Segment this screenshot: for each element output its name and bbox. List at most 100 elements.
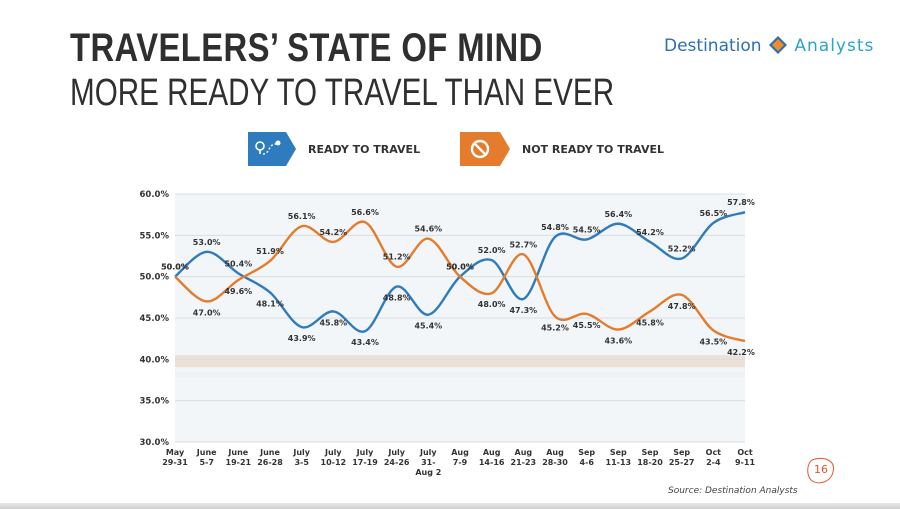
ready-data-label: 50.4%	[224, 259, 252, 268]
slide-bottom-edge	[0, 503, 900, 509]
brand-name-part2: Analysts	[794, 36, 875, 56]
legend-ready-label: READY TO TRAVEL	[308, 142, 421, 156]
decorative-band	[175, 355, 745, 368]
x-tick-label: Oct	[706, 448, 722, 457]
not-ready-data-label: 43.6%	[604, 337, 632, 346]
ready-data-label: 56.4%	[604, 210, 632, 219]
not-ready-data-label: 47.8%	[668, 302, 696, 311]
x-tick-label: 18-20	[637, 458, 663, 467]
x-tick-label: 7-9	[453, 458, 468, 467]
ready-data-label: 53.0%	[193, 238, 221, 247]
x-tick-label: 10-12	[321, 458, 347, 467]
x-tick-label: June	[227, 448, 248, 457]
not-ready-data-label: 51.2%	[383, 253, 411, 262]
x-tick-label: 25-27	[669, 458, 695, 467]
x-tick-label: May	[166, 448, 185, 457]
data-labels: 50.0%53.0%50.4%48.1%43.9%45.8%43.4%48.8%…	[161, 198, 755, 357]
line-chart: 60.0%55.0%50.0%45.0%40.0%35.0%30.0% May2…	[140, 190, 756, 477]
y-tick-label: 60.0%	[140, 190, 170, 200]
y-tick-label: 55.0%	[140, 231, 170, 241]
ready-data-label: 43.4%	[351, 338, 379, 347]
not-ready-data-label: 54.2%	[319, 228, 347, 237]
x-tick-label: July	[292, 448, 310, 457]
ready-data-label: 47.3%	[509, 306, 537, 315]
x-tick-label: 19-21	[226, 458, 252, 467]
legend-not-ready-label: NOT READY TO TRAVEL	[522, 142, 664, 156]
ready-data-label: 57.8%	[727, 198, 755, 207]
x-tick-label: Aug	[515, 448, 533, 457]
x-tick-label: Sep	[610, 448, 627, 457]
x-tick-label: Aug	[451, 448, 469, 457]
x-tick-label: 31-	[421, 458, 435, 467]
ready-data-label: 54.5%	[573, 225, 601, 234]
x-tick-label: 14-16	[479, 458, 505, 467]
source-note: Source: Destination Analysts	[668, 486, 798, 496]
not-ready-to-travel-line	[174, 220, 746, 343]
x-tick-label: 29-31	[162, 458, 188, 467]
not-ready-data-label: 52.7%	[509, 240, 537, 249]
x-tick-label: Sep	[642, 448, 659, 457]
x-tick-label: 17-19	[352, 458, 378, 467]
x-tick-label: 24-26	[384, 458, 410, 467]
brand-name-part1: Destination	[664, 36, 762, 56]
slide-subtitle: MORE READY TO TRAVEL THAN EVER	[70, 72, 615, 114]
page-number-text: 16	[814, 463, 828, 476]
not-ready-data-label: 56.6%	[351, 208, 379, 217]
not-ready-data-label: 49.6%	[224, 287, 252, 296]
ready-data-label: 48.1%	[256, 299, 284, 308]
not-ready-data-label: 48.0%	[478, 300, 506, 309]
y-tick-label: 30.0%	[140, 438, 170, 448]
page-number: 16	[806, 456, 836, 486]
legend-ready: READY TO TRAVEL	[248, 132, 420, 166]
ready-data-label: 50.0%	[446, 263, 474, 272]
map-route-icon	[248, 132, 296, 166]
x-tick-label: 21-23	[511, 458, 537, 467]
ready-data-label: 54.8%	[541, 223, 569, 232]
diamond-logo-icon	[768, 36, 787, 54]
ready-data-label: 43.9%	[288, 334, 316, 343]
legend-not-ready: NOT READY TO TRAVEL	[460, 132, 664, 166]
ready-data-label: 50.0%	[161, 263, 189, 272]
y-tick-label: 40.0%	[140, 355, 170, 365]
x-tick-label: Sep	[673, 448, 690, 457]
ready-data-label: 54.2%	[636, 228, 664, 237]
chart-series	[174, 211, 746, 343]
decorative-band	[175, 371, 745, 378]
x-tick-label: 26-28	[257, 458, 283, 467]
x-tick-label: July	[324, 448, 342, 457]
y-axis: 60.0% 55.0% 50.0% 45.0% 40.0% 35.0% 30.0%	[140, 190, 170, 448]
y-tick-label: 35.0%	[140, 397, 170, 407]
x-tick-label: 4-6	[579, 458, 594, 467]
ready-data-label: 45.4%	[414, 322, 442, 331]
x-tick-label: Oct	[737, 448, 753, 457]
x-tick-label: July	[356, 448, 374, 457]
not-ready-data-label: 45.8%	[636, 318, 664, 327]
no-entry-icon	[460, 132, 510, 166]
x-tick-label: Sep	[578, 448, 595, 457]
ready-data-label: 52.2%	[668, 244, 696, 253]
ready-data-label: 52.0%	[478, 246, 506, 255]
x-tick-label: July	[387, 448, 405, 457]
x-tick-label: June	[196, 448, 217, 457]
brand-logo: Destination Analysts	[664, 36, 874, 56]
not-ready-data-label: 43.5%	[699, 337, 727, 346]
not-ready-data-label: 45.5%	[573, 321, 601, 330]
not-ready-data-label: 42.2%	[727, 348, 755, 357]
slide-title: TRAVELERS’ STATE OF MIND	[70, 26, 543, 70]
page-badge-icon	[807, 458, 834, 484]
ready-data-label: 45.8%	[319, 318, 347, 327]
chart-area: READY TO TRAVEL NOT READY TO TRAVEL 60.0…	[130, 124, 770, 490]
x-tick-label: 5-7	[199, 458, 213, 467]
x-tick-label: June	[259, 448, 280, 457]
ready-data-label: 56.5%	[699, 209, 727, 218]
x-tick-label: 11-13	[606, 458, 632, 467]
x-axis: May29-31June5-7June19-21June26-28July3-5…	[162, 448, 755, 477]
not-ready-data-label: 45.2%	[541, 323, 569, 332]
not-ready-data-label: 50.0%	[446, 263, 474, 272]
x-tick-label: Aug	[546, 448, 564, 457]
not-ready-data-label: 47.0%	[193, 308, 221, 317]
ready-data-label: 48.8%	[383, 294, 411, 303]
not-ready-data-label: 51.9%	[256, 247, 284, 256]
x-tick-label: 9-11	[735, 458, 755, 467]
